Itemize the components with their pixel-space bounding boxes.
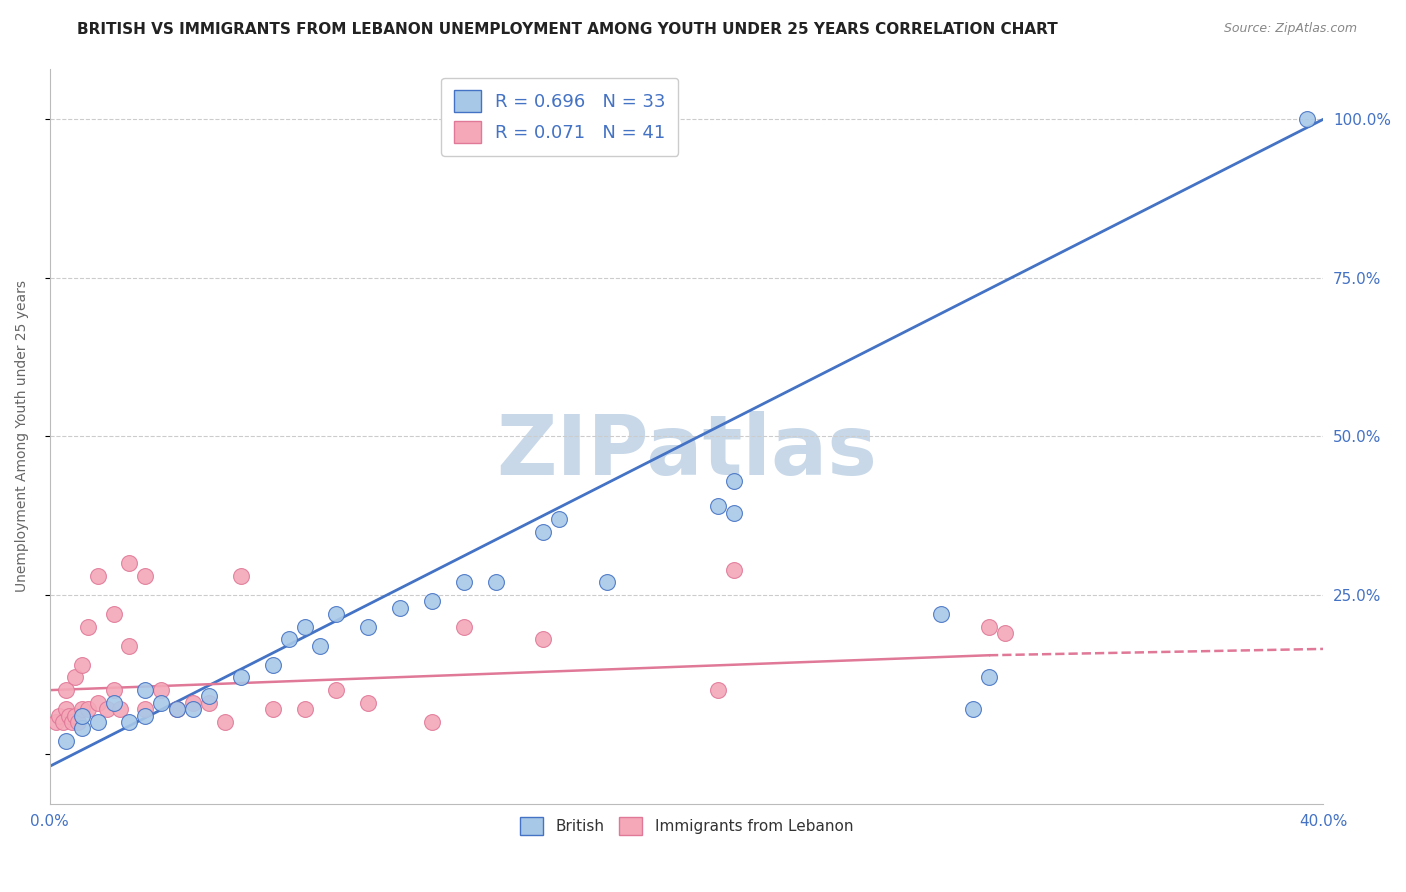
Point [96, 702, 118, 716]
Point [453, 575, 475, 590]
Point [150, 696, 173, 710]
Point [65, 708, 87, 723]
Point [134, 702, 156, 716]
Text: ZIPatlas: ZIPatlas [496, 410, 877, 491]
Point [420, 714, 443, 729]
Point [531, 524, 554, 539]
Point [134, 708, 156, 723]
Point [596, 575, 619, 590]
Point [262, 657, 284, 672]
Point [707, 683, 730, 698]
Point [357, 620, 380, 634]
Point [389, 600, 412, 615]
Legend: British, Immigrants from Lebanon: British, Immigrants from Lebanon [510, 807, 862, 845]
Point [962, 702, 984, 716]
Point [70, 657, 93, 672]
Point [181, 702, 204, 716]
Point [929, 607, 952, 621]
Point [134, 569, 156, 583]
Point [60, 714, 83, 729]
Point [108, 702, 131, 716]
Point [277, 632, 299, 647]
Point [723, 506, 745, 520]
Point [229, 569, 252, 583]
Point [531, 632, 554, 647]
Point [484, 575, 506, 590]
Point [723, 563, 745, 577]
Point [45, 714, 67, 729]
Point [214, 714, 236, 729]
Point [103, 607, 125, 621]
Point [86, 714, 108, 729]
Text: BRITISH VS IMMIGRANTS FROM LEBANON UNEMPLOYMENT AMONG YOUTH UNDER 25 YEARS CORRE: BRITISH VS IMMIGRANTS FROM LEBANON UNEMP… [77, 22, 1059, 37]
Point [262, 702, 284, 716]
Point [325, 607, 347, 621]
Point [77, 620, 100, 634]
Text: Source: ZipAtlas.com: Source: ZipAtlas.com [1223, 22, 1357, 36]
Point [294, 620, 316, 634]
Point [294, 702, 316, 716]
Point [453, 620, 475, 634]
Point [118, 556, 141, 570]
Point [48, 708, 70, 723]
Point [309, 639, 332, 653]
Point [166, 702, 188, 716]
Point [134, 683, 156, 698]
Point [420, 594, 443, 608]
Point [977, 670, 1000, 684]
Point [70, 721, 93, 735]
Point [52, 714, 75, 729]
Point [166, 702, 188, 716]
Point [55, 734, 77, 748]
Point [325, 683, 347, 698]
Y-axis label: Unemployment Among Youth under 25 years: Unemployment Among Youth under 25 years [15, 280, 30, 592]
Point [198, 690, 221, 704]
Point [118, 714, 141, 729]
Point [86, 696, 108, 710]
Point [103, 696, 125, 710]
Point [55, 702, 77, 716]
Point [150, 683, 173, 698]
Point [118, 639, 141, 653]
Point [357, 696, 380, 710]
Point [86, 569, 108, 583]
Point [70, 708, 93, 723]
Point [707, 499, 730, 513]
Point [55, 683, 77, 698]
Point [181, 696, 204, 710]
Point [65, 670, 87, 684]
Point [70, 702, 93, 716]
Point [229, 670, 252, 684]
Point [198, 696, 221, 710]
Point [77, 702, 100, 716]
Point [994, 626, 1017, 640]
Point [67, 714, 90, 729]
Point [548, 512, 571, 526]
Point [103, 683, 125, 698]
Point [58, 708, 80, 723]
Point [723, 474, 745, 488]
Point [1296, 112, 1319, 127]
Point [977, 620, 1000, 634]
